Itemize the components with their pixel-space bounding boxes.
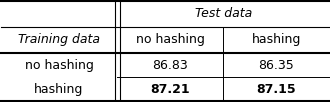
Text: 86.35: 86.35 bbox=[258, 59, 294, 72]
Text: no hashing: no hashing bbox=[136, 33, 205, 46]
Text: 87.21: 87.21 bbox=[150, 83, 190, 96]
Text: no hashing: no hashing bbox=[25, 59, 93, 72]
Text: Training data: Training data bbox=[18, 33, 100, 46]
Text: hashing: hashing bbox=[251, 33, 301, 46]
Text: Test data: Test data bbox=[195, 7, 252, 20]
Text: 87.15: 87.15 bbox=[256, 83, 296, 96]
Text: 86.83: 86.83 bbox=[152, 59, 188, 72]
Text: hashing: hashing bbox=[34, 83, 84, 96]
